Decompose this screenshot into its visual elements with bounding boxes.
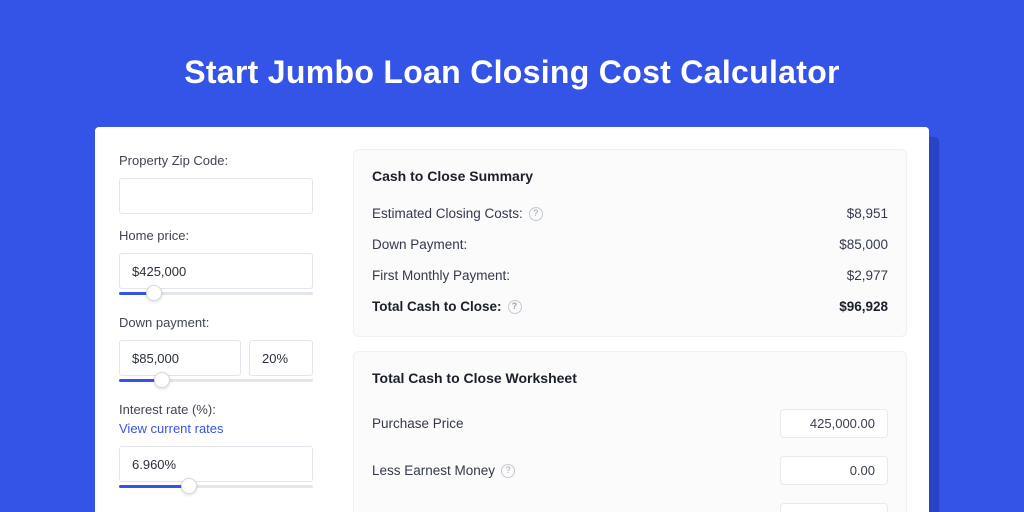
summary-row-value: $8,951 bbox=[847, 206, 888, 221]
summary-row: Down Payment: $85,000 bbox=[372, 229, 888, 260]
interest-rate-field: Interest rate (%): View current rates bbox=[119, 402, 313, 494]
summary-title: Cash to Close Summary bbox=[372, 168, 888, 184]
calculator-container: Property Zip Code: Home price: Down paym… bbox=[95, 127, 929, 512]
worksheet-title: Total Cash to Close Worksheet bbox=[372, 370, 888, 386]
zip-input[interactable] bbox=[119, 178, 313, 214]
summary-row-label: First Monthly Payment: bbox=[372, 268, 510, 283]
worksheet-row-value[interactable]: 0.00 bbox=[780, 456, 888, 485]
help-icon[interactable]: ? bbox=[529, 207, 543, 221]
interest-rate-slider[interactable] bbox=[119, 480, 313, 494]
summary-row-label: Down Payment: bbox=[372, 237, 467, 252]
worksheet-row-label: Less Earnest Money bbox=[372, 463, 495, 478]
interest-rate-label: Interest rate (%): View current rates bbox=[119, 402, 313, 436]
slider-fill bbox=[119, 485, 189, 488]
page-title: Start Jumbo Loan Closing Cost Calculator bbox=[0, 0, 1024, 127]
zip-label: Property Zip Code: bbox=[119, 153, 313, 168]
home-price-slider[interactable] bbox=[119, 287, 313, 301]
summary-total-value: $96,928 bbox=[839, 299, 888, 314]
calculator: Property Zip Code: Home price: Down paym… bbox=[95, 127, 929, 512]
worksheet-row: Purchase Price 425,000.00 bbox=[372, 400, 888, 447]
down-payment-field: Down payment: bbox=[119, 315, 313, 388]
help-icon[interactable]: ? bbox=[508, 300, 522, 314]
results-panel: Cash to Close Summary Estimated Closing … bbox=[331, 127, 929, 512]
worksheet-row: Less Earnest Money ? 0.00 bbox=[372, 447, 888, 494]
inputs-panel: Property Zip Code: Home price: Down paym… bbox=[95, 127, 331, 512]
summary-total-row: Total Cash to Close: ? $96,928 bbox=[372, 291, 888, 322]
view-rates-link[interactable]: View current rates bbox=[119, 421, 224, 436]
slider-thumb[interactable] bbox=[146, 285, 162, 301]
interest-rate-input[interactable] bbox=[119, 446, 313, 482]
summary-row: Estimated Closing Costs: ? $8,951 bbox=[372, 198, 888, 229]
home-price-label: Home price: bbox=[119, 228, 313, 243]
worksheet-row-value[interactable]: 340,000.00 bbox=[780, 503, 888, 512]
summary-row-label: Estimated Closing Costs: bbox=[372, 206, 523, 221]
worksheet-card: Total Cash to Close Worksheet Purchase P… bbox=[353, 351, 907, 512]
interest-rate-label-text: Interest rate (%): bbox=[119, 402, 216, 417]
down-payment-input[interactable] bbox=[119, 340, 241, 376]
summary-card: Cash to Close Summary Estimated Closing … bbox=[353, 149, 907, 337]
down-payment-pct-input[interactable] bbox=[249, 340, 313, 376]
worksheet-row-value[interactable]: 425,000.00 bbox=[780, 409, 888, 438]
summary-row-value: $85,000 bbox=[839, 237, 888, 252]
worksheet-row-label: Purchase Price bbox=[372, 416, 464, 431]
down-payment-label: Down payment: bbox=[119, 315, 313, 330]
zip-field: Property Zip Code: bbox=[119, 153, 313, 214]
summary-total-label: Total Cash to Close: bbox=[372, 299, 502, 314]
slider-thumb[interactable] bbox=[154, 372, 170, 388]
down-payment-slider[interactable] bbox=[119, 374, 313, 388]
help-icon[interactable]: ? bbox=[501, 464, 515, 478]
summary-row: First Monthly Payment: $2,977 bbox=[372, 260, 888, 291]
home-price-field: Home price: bbox=[119, 228, 313, 301]
slider-thumb[interactable] bbox=[181, 478, 197, 494]
summary-row-value: $2,977 bbox=[847, 268, 888, 283]
home-price-input[interactable] bbox=[119, 253, 313, 289]
worksheet-row: Total Mortgage Loan Amount 340,000.00 bbox=[372, 494, 888, 512]
